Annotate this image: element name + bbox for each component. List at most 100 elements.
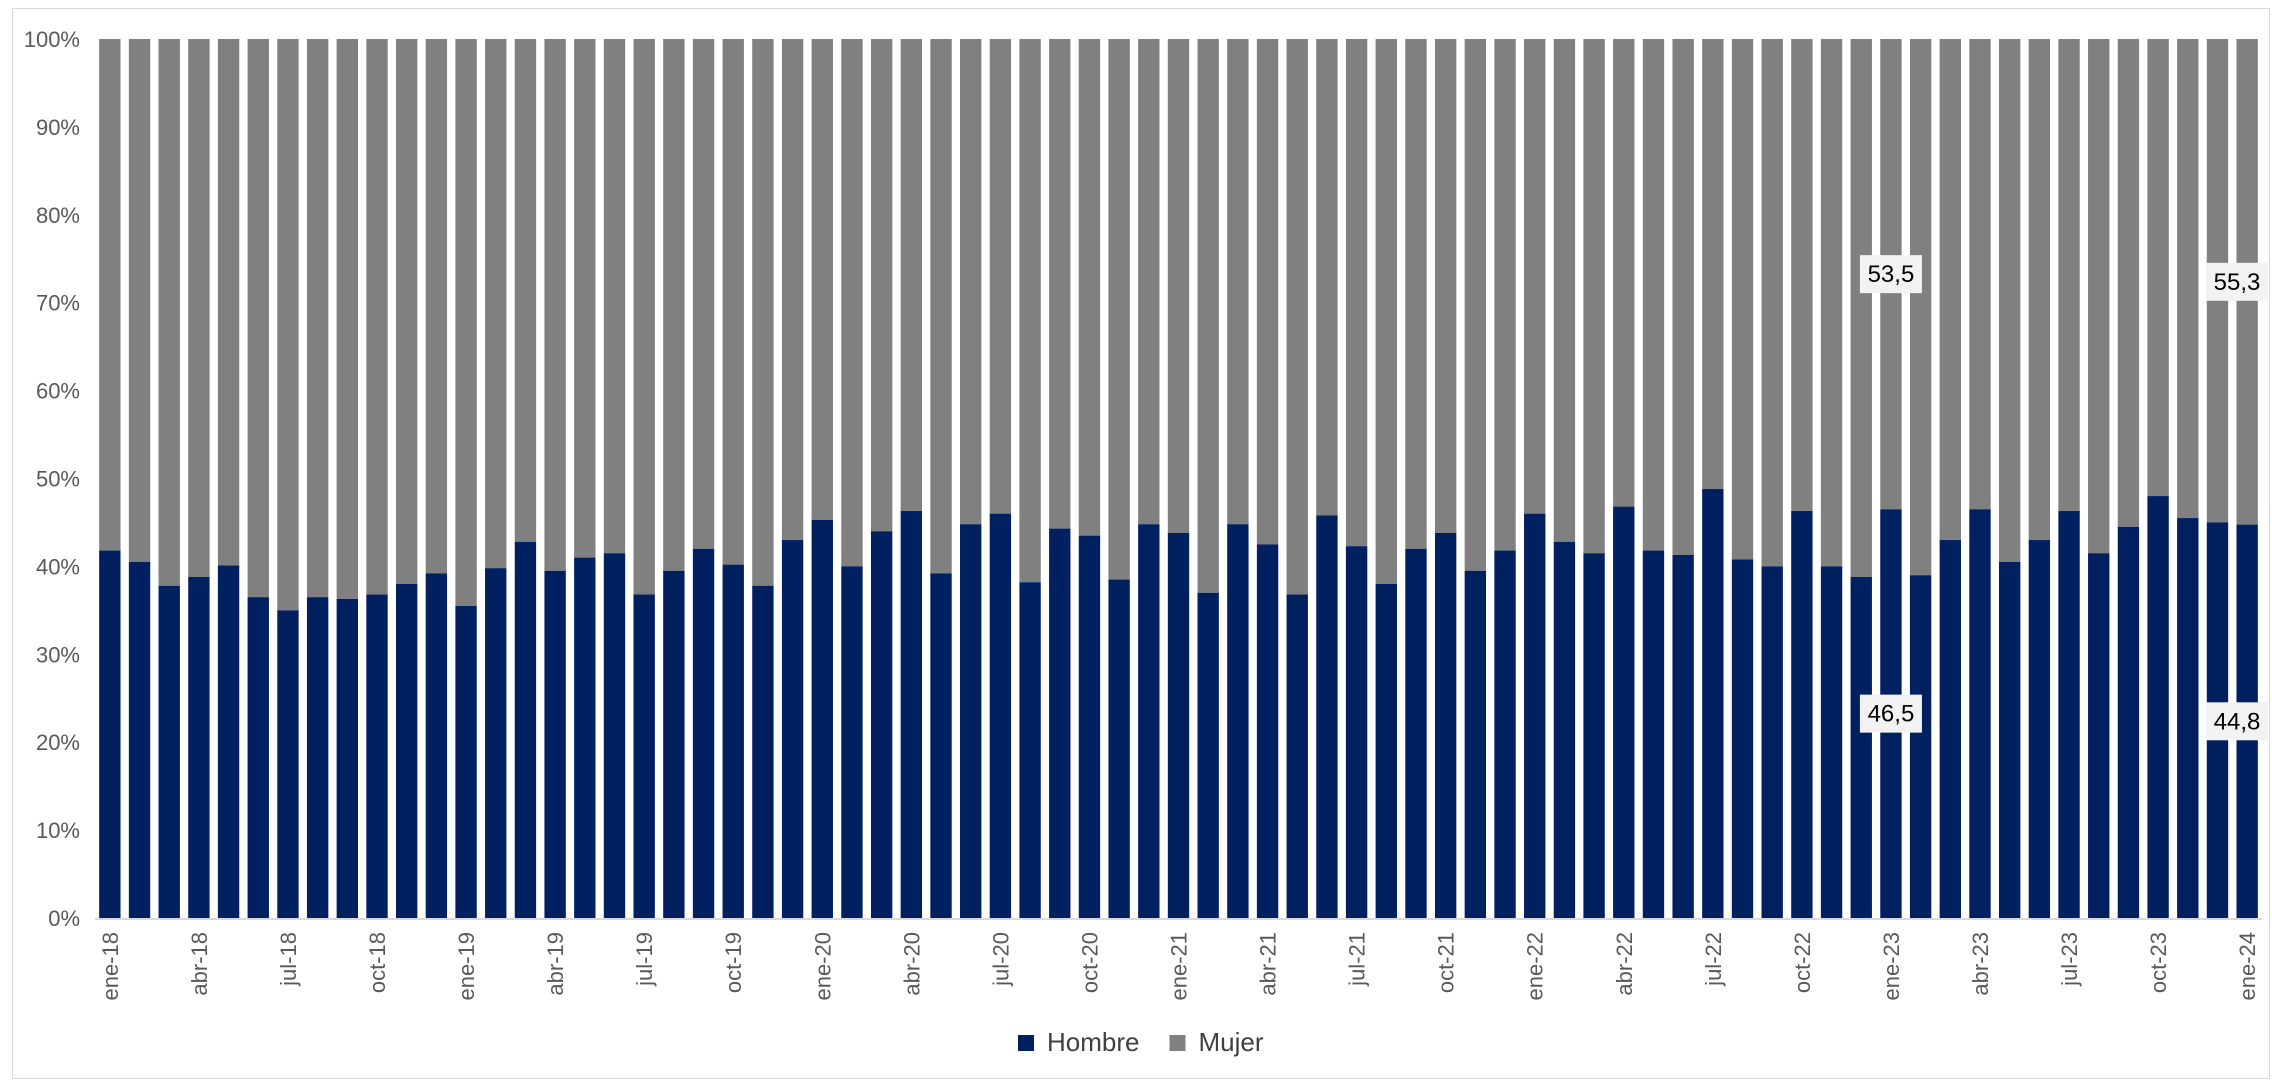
bar-hombre xyxy=(930,573,952,918)
bar-mujer xyxy=(306,39,329,598)
y-tick-label: 80% xyxy=(36,203,80,228)
bar-mujer xyxy=(247,39,269,598)
bar-mujer xyxy=(663,39,685,571)
bar-hombre xyxy=(574,557,596,918)
bar-mujer xyxy=(2177,39,2199,519)
bar-mujer xyxy=(1227,39,1249,525)
x-tick-label: jul-19 xyxy=(632,932,657,987)
y-axis: 0% 10% 20% 30% 40% 50% 60% 70% 80% 90% 100% xyxy=(24,27,80,931)
bar-hombre xyxy=(1405,548,1427,918)
x-tick-label: ene-23 xyxy=(1879,932,1904,1001)
bar-mujer xyxy=(692,39,715,549)
bar-mujer xyxy=(1939,39,1961,541)
bar-hombre xyxy=(1078,535,1101,918)
bar-hombre xyxy=(960,524,982,918)
bar-mujer xyxy=(2147,39,2169,497)
bar-mujer xyxy=(217,39,240,566)
bar-hombre xyxy=(1494,550,1516,918)
bar-mujer xyxy=(455,39,477,606)
bar-hombre xyxy=(1316,515,1338,918)
bar-mujer xyxy=(1672,39,1694,555)
bar-mujer xyxy=(1642,39,1665,551)
data-label-box xyxy=(2206,262,2268,301)
bar-mujer xyxy=(128,39,151,563)
bar-mujer xyxy=(1969,39,1991,510)
bar-mujer xyxy=(1078,39,1101,536)
y-tick-label: 50% xyxy=(36,467,80,492)
bar-hombre xyxy=(247,597,269,918)
bar-mujer xyxy=(781,39,804,541)
bar-hombre xyxy=(277,610,299,918)
x-tick-label: jul-20 xyxy=(988,932,1013,987)
y-tick-label: 30% xyxy=(36,642,80,667)
bar-hombre xyxy=(2088,553,2110,918)
bar-mujer xyxy=(1049,39,1071,529)
bar-hombre xyxy=(1138,524,1160,918)
bar-hombre xyxy=(1375,583,1397,918)
bar-hombre xyxy=(158,585,180,918)
bar-mujer xyxy=(1731,39,1754,560)
y-tick-label: 40% xyxy=(36,554,80,579)
bar-mujer xyxy=(574,39,596,558)
bar-hombre xyxy=(1613,506,1635,918)
bar-hombre xyxy=(1434,532,1457,918)
bar-hombre xyxy=(425,573,448,918)
x-tick-label: oct-22 xyxy=(1790,932,1815,993)
legend-swatch xyxy=(1169,1035,1186,1051)
bar-hombre xyxy=(1227,524,1249,918)
y-tick-label: 100% xyxy=(24,27,80,52)
bar-hombre xyxy=(485,568,507,918)
bar-hombre xyxy=(99,550,121,918)
bar-mujer xyxy=(870,39,893,532)
bar-hombre xyxy=(2147,496,2169,918)
bar-hombre xyxy=(2117,526,2140,918)
bar-mujer xyxy=(1019,39,1041,583)
bar-hombre xyxy=(1345,546,1368,918)
bar-mujer xyxy=(603,39,626,554)
bar-hombre xyxy=(1019,582,1041,918)
bar-mujer xyxy=(1345,39,1368,547)
bar-mujer xyxy=(930,39,952,574)
bar-mujer xyxy=(277,39,299,611)
x-tick-label: abr-18 xyxy=(187,932,212,996)
bar-hombre xyxy=(366,594,388,918)
bar-hombre xyxy=(1049,528,1071,918)
bar-hombre xyxy=(1702,489,1724,918)
bar-hombre xyxy=(544,570,566,918)
bar-mujer xyxy=(2088,39,2110,554)
x-tick-label: jul-21 xyxy=(1345,932,1370,987)
x-tick-label: abr-23 xyxy=(1968,932,1993,996)
x-tick-label: ene-20 xyxy=(810,932,835,1001)
legend-label: Hombre xyxy=(1047,1027,1139,1057)
bar-hombre xyxy=(1761,566,1783,918)
bar-hombre xyxy=(1108,579,1130,918)
bar-hombre xyxy=(603,553,626,918)
x-tick-label: abr-19 xyxy=(543,932,568,996)
bar-mujer xyxy=(336,39,359,599)
bar-hombre xyxy=(1672,554,1694,918)
bar-hombre xyxy=(1286,594,1308,918)
data-label: 53,5 xyxy=(1868,261,1915,288)
x-tick-label: jul-23 xyxy=(2057,932,2082,987)
bar-hombre xyxy=(692,548,715,918)
bar-hombre xyxy=(1731,559,1754,918)
bar-hombre xyxy=(1850,576,1872,918)
bar-mujer xyxy=(1405,39,1427,549)
bar-mujer xyxy=(752,39,774,586)
x-tick-label: oct-20 xyxy=(1077,932,1102,993)
legend-label: Mujer xyxy=(1198,1027,1263,1057)
bar-hombre xyxy=(900,511,923,918)
bar-hombre xyxy=(989,513,1012,918)
y-tick-label: 10% xyxy=(36,818,80,843)
bar-mujer xyxy=(2117,39,2140,527)
bar-hombre xyxy=(1820,566,1843,918)
bar-mujer xyxy=(1286,39,1308,595)
bar-mujer xyxy=(841,39,863,567)
legend-swatch xyxy=(1018,1035,1034,1051)
bar-mujer xyxy=(1316,39,1338,516)
bar-hombre xyxy=(1197,592,1219,918)
data-label: 55,3 xyxy=(2214,269,2261,296)
bar-hombre xyxy=(1998,562,2021,918)
y-tick-label: 60% xyxy=(36,379,80,404)
bar-hombre xyxy=(781,540,804,918)
